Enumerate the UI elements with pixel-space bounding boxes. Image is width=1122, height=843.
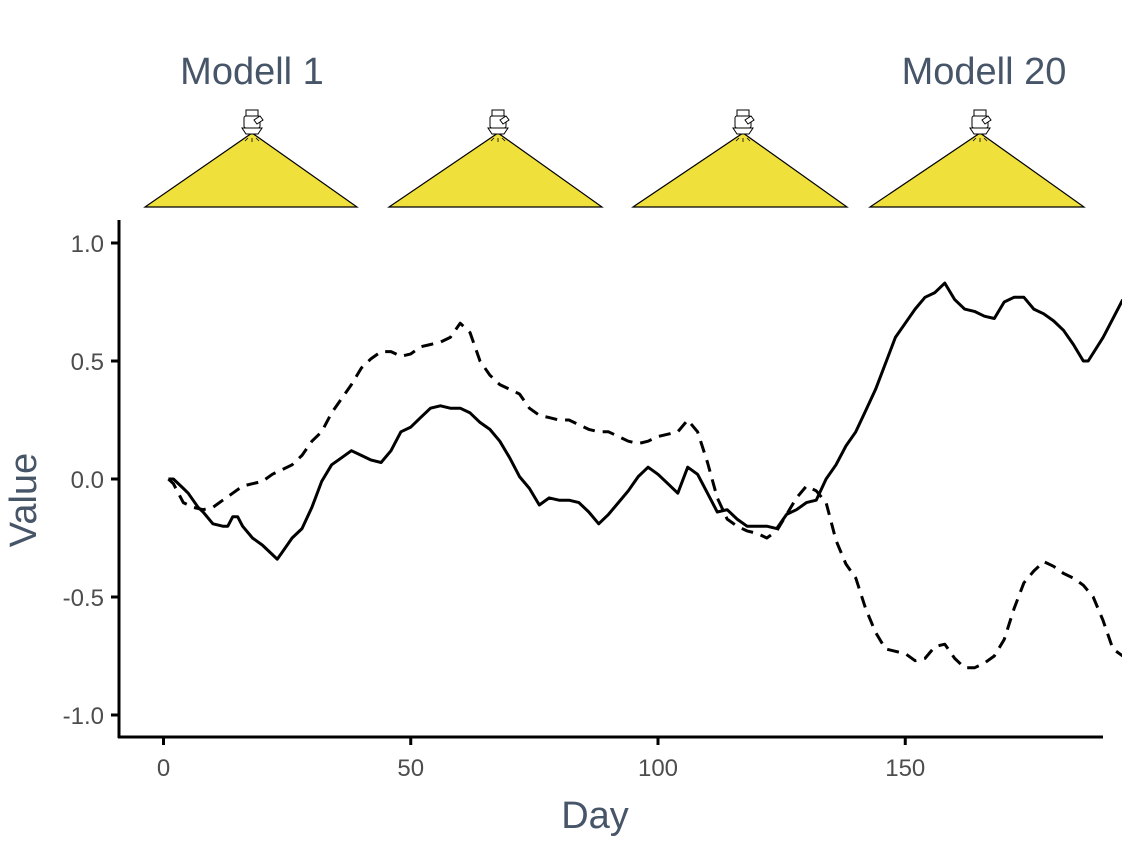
y-tick-label: 0.0 (71, 467, 104, 494)
y-tick-label: -1.0 (63, 703, 104, 730)
light-cone (631, 132, 849, 208)
series-layer (167, 281, 1122, 670)
lamp-icon (487, 109, 510, 142)
x-tick-label: 0 (157, 755, 170, 782)
lamp-cone (868, 109, 1086, 208)
series-line-dashed (167, 321, 1122, 670)
y-tick-label: -0.5 (63, 585, 104, 612)
series-line-solid (168, 281, 1122, 561)
x-tick-label: 150 (885, 755, 925, 782)
x-ticks: 0 50 100 150 (157, 737, 925, 782)
x-axis-title: Day (561, 795, 629, 837)
model-label-first: Modell 1 (180, 51, 324, 93)
x-tick-label: 100 (638, 755, 678, 782)
lamp-cone (143, 109, 359, 208)
y-tick-label: 0.5 (71, 349, 104, 376)
light-cone (387, 132, 604, 208)
lamp-cone (631, 109, 849, 208)
y-ticks: -1.0 -0.5 0.0 0.5 1.0 (63, 231, 119, 730)
lamp-icon (241, 109, 264, 142)
lamp-row (143, 109, 1086, 208)
y-axis-title: Value (3, 453, 45, 547)
light-cone (868, 132, 1086, 208)
lamp-icon (732, 109, 755, 142)
light-cone (143, 132, 359, 208)
y-tick-label: 1.0 (71, 231, 104, 258)
lamp-icon (969, 109, 992, 142)
lamp-cone (387, 109, 604, 208)
model-label-last: Modell 20 (902, 51, 1067, 93)
x-tick-label: 50 (397, 755, 424, 782)
